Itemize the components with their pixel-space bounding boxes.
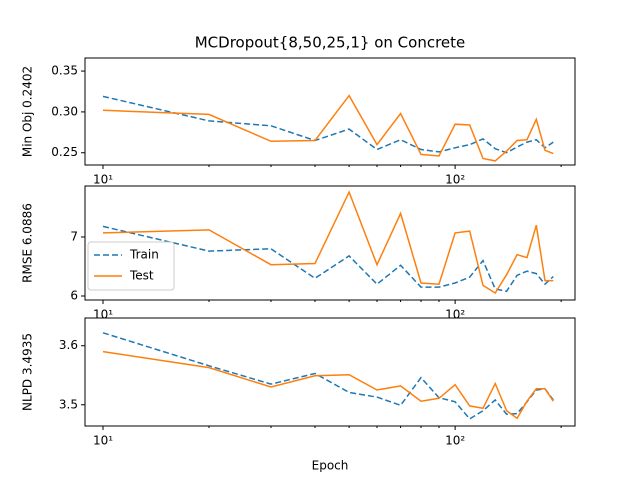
- x-tick-label: 10²: [445, 434, 465, 448]
- y-tick-label: 0.35: [51, 64, 78, 78]
- y-tick-label: 6: [70, 288, 78, 302]
- y-tick-label: 3.6: [59, 338, 78, 352]
- y-tick-label: 0.25: [51, 145, 78, 159]
- data-line: [102, 95, 554, 154]
- data-line: [102, 94, 554, 162]
- legend: Train Test: [87, 241, 175, 291]
- x-tick-label: 10¹: [93, 308, 113, 322]
- x-axis-label: Epoch: [312, 459, 349, 473]
- x-tick-label: 10²: [445, 173, 465, 187]
- y-axis-label: RMSE 6.0886: [21, 203, 35, 283]
- data-line: [102, 225, 554, 293]
- data-line: [102, 190, 554, 295]
- x-tick-label: 10¹: [93, 173, 113, 187]
- legend-label: Train: [129, 248, 159, 262]
- x-tick-label: 10¹: [93, 434, 113, 448]
- legend-label: Test: [129, 269, 154, 283]
- data-line: [102, 350, 554, 420]
- y-tick-label: 3.5: [59, 397, 78, 411]
- legend-box: [87, 241, 175, 291]
- chart-title: MCDropout{8,50,25,1} on Concrete: [195, 34, 466, 52]
- axes-frame: [84, 57, 576, 166]
- axes-frame: [84, 185, 576, 301]
- y-axis-label: Min Obj 0.2402: [21, 66, 35, 157]
- y-tick-label: 0.30: [51, 104, 78, 118]
- y-tick-label: 7: [70, 229, 78, 243]
- x-tick-label: 10²: [445, 308, 465, 322]
- y-axis-label: NLPD 3.4935: [21, 333, 35, 411]
- axes-frame: [84, 317, 576, 427]
